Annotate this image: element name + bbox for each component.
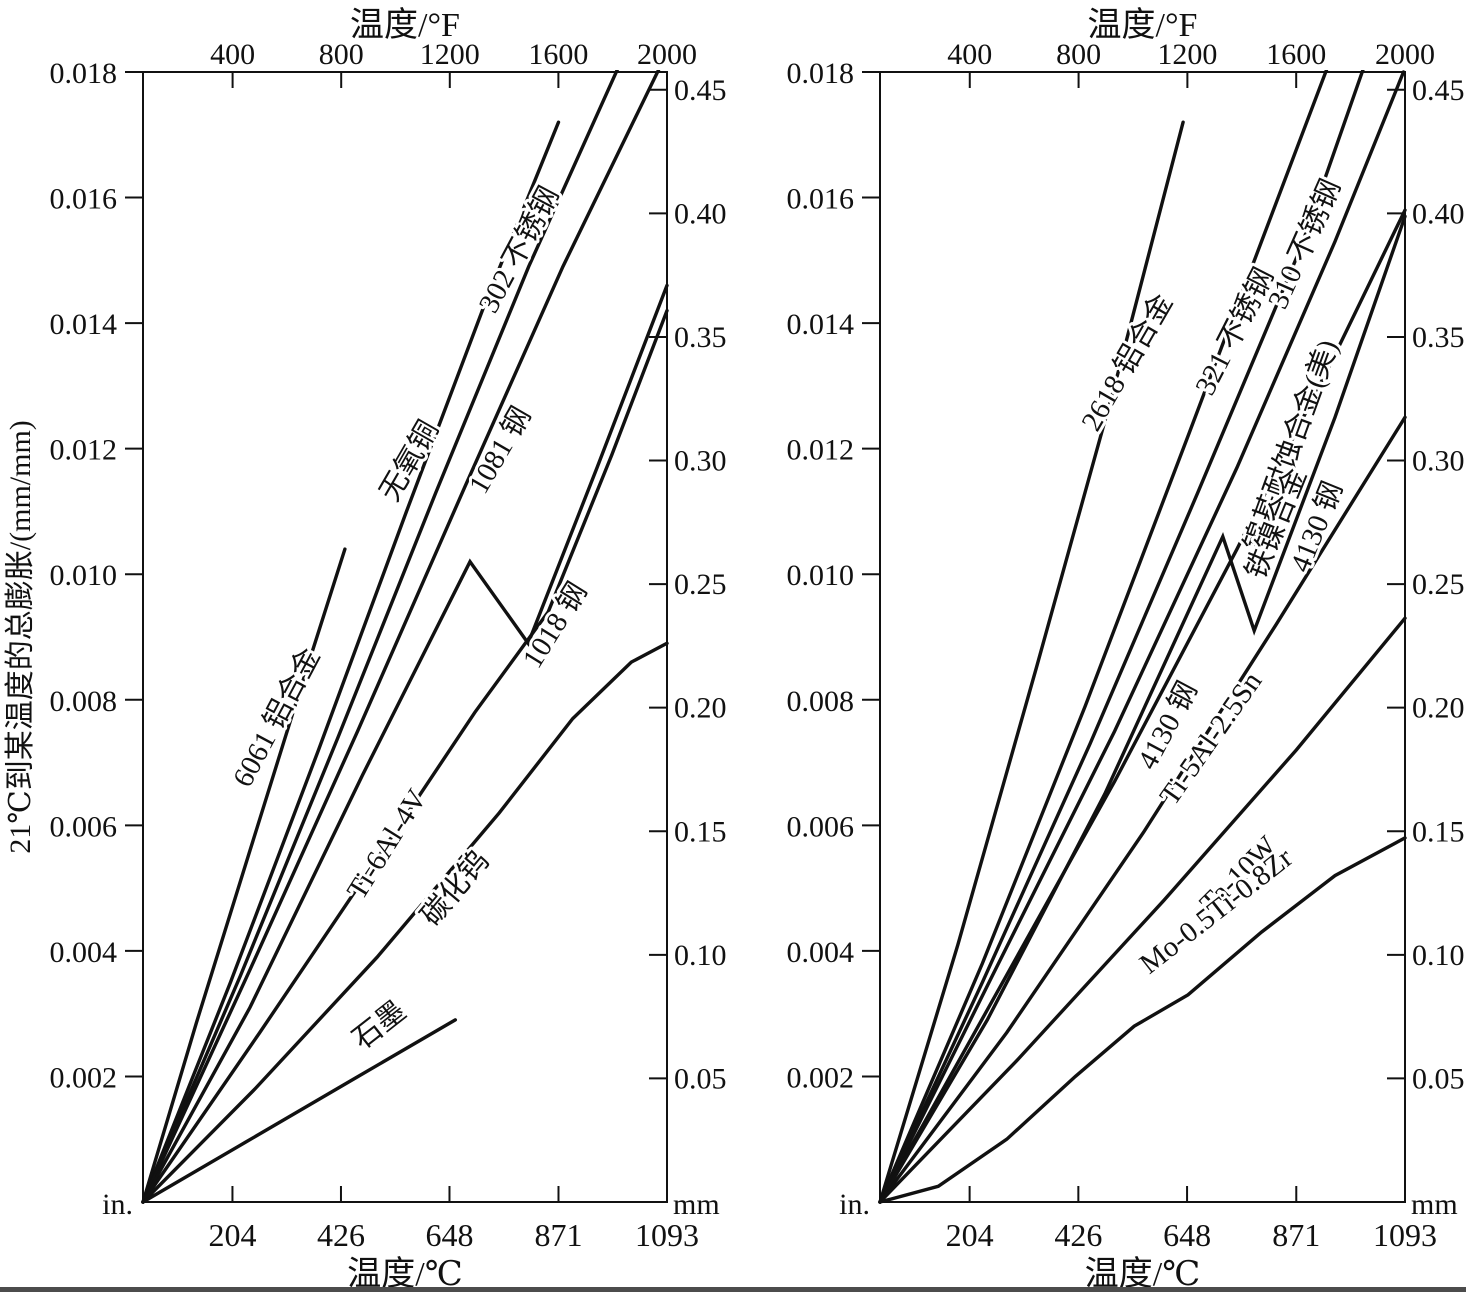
curve-ti-6al-4v <box>141 308 669 1204</box>
left-tick-label: 0.002 <box>787 1061 855 1094</box>
left-tick-label: 0.010 <box>787 559 855 592</box>
chart-right: 温度/°F 400 800 1200 1600 2000 204 426 648 871 1093 温… <box>787 6 1465 1293</box>
right-tick-label: 0.35 <box>674 321 727 354</box>
plot-frame <box>879 71 1406 1203</box>
bottom-tick-label: 204 <box>208 1217 256 1253</box>
bottom-tick-label: 1093 <box>1373 1217 1437 1253</box>
chart-left: 温度/°F 400 800 1200 1600 2000 204 426 648 871 1093 温… <box>4 6 727 1293</box>
curve-ti-5al-2.5sn <box>878 415 1407 1204</box>
right-axis-unit: mm <box>1411 1188 1458 1221</box>
left-tick-label: 0.014 <box>50 308 118 341</box>
left-tick-label: 0.006 <box>50 810 118 843</box>
right-tick-label: 0.05 <box>674 1062 727 1095</box>
curve-ofhc-cu <box>141 120 561 1204</box>
curve-310-ss <box>878 70 1365 1204</box>
curve-302-ss <box>141 70 620 1204</box>
curve-label-1081-steel: 1081 钢 <box>462 401 538 499</box>
curve-ni-base-alloy <box>878 70 1406 1204</box>
curves-group <box>141 70 669 1204</box>
top-tick-label: 1600 <box>1266 38 1326 71</box>
left-tick-label: 0.018 <box>50 57 118 90</box>
top-tick-label: 2000 <box>1375 38 1435 71</box>
right-tick-label: 0.20 <box>674 692 727 725</box>
left-tick-label: 0.004 <box>50 936 118 969</box>
right-tick-label: 0.45 <box>1412 74 1465 107</box>
curve-label-graphite: 石墨 <box>347 995 412 1056</box>
bottom-tick-label: 204 <box>946 1217 994 1253</box>
right-tick-label: 0.40 <box>1412 197 1465 230</box>
left-tick-label: 0.004 <box>787 936 855 969</box>
curve-321-ss <box>878 70 1329 1204</box>
bottom-tick-label: 871 <box>1272 1217 1320 1253</box>
bottom-tick-label: 426 <box>1054 1217 1102 1253</box>
right-tick-label: 0.10 <box>674 939 727 972</box>
curve-label-mo-0.5ti-0.8zr: Mo-0.5Ti-0.8Zr <box>1134 842 1299 981</box>
left-tick-label: 0.008 <box>787 685 855 718</box>
left-tick-label: 0.012 <box>787 434 855 467</box>
left-tick-label: 0.008 <box>50 685 118 718</box>
top-tick-label: 800 <box>1056 38 1101 71</box>
top-tick-label: 1200 <box>1157 38 1217 71</box>
right-tick-label: 0.25 <box>1412 568 1465 601</box>
left-tick-label: 0.006 <box>787 810 855 843</box>
left-tick-label: 0.012 <box>50 434 118 467</box>
right-tick-label: 0.40 <box>674 197 727 230</box>
curve-1018-steel <box>141 283 669 1204</box>
top-axis-title: 温度/°F <box>1088 6 1198 44</box>
y-axis-title: 21℃到某温度的总膨胀/(mm/mm) <box>4 420 37 854</box>
curves-group <box>878 70 1407 1204</box>
right-tick-label: 0.10 <box>1412 939 1465 972</box>
left-tick-label: 0.016 <box>50 183 118 216</box>
plot-frame <box>142 71 668 1203</box>
curve-label-2618-al: 2618 铝合金 <box>1075 288 1180 436</box>
curve-fe-ni-alloy <box>878 208 1407 1204</box>
right-tick-label: 0.30 <box>674 445 727 478</box>
left-axis-unit: in. <box>102 1188 133 1221</box>
top-tick-label: 1600 <box>528 38 588 71</box>
curve-wc <box>141 641 669 1204</box>
top-tick-label: 400 <box>947 38 992 71</box>
bottom-axis-title: 温度/℃ <box>1085 1255 1200 1292</box>
left-tick-label: 0.016 <box>787 183 855 216</box>
bottom-tick-label: 426 <box>317 1217 365 1253</box>
top-tick-label: 1200 <box>420 38 480 71</box>
right-tick-label: 0.25 <box>674 568 727 601</box>
left-tick-label: 0.018 <box>787 57 855 90</box>
left-tick-label: 0.014 <box>787 308 855 341</box>
curve-label-302-ss: 302 不锈钢 <box>472 181 566 318</box>
bottom-axis-title: 温度/℃ <box>347 1255 462 1292</box>
bottom-tick-label: 1093 <box>635 1217 699 1253</box>
top-tick-label: 800 <box>319 38 364 71</box>
curve-mo-0.5ti-0.8zr <box>878 836 1407 1204</box>
left-tick-label: 0.010 <box>50 559 118 592</box>
curve-graphite <box>141 1018 457 1204</box>
top-tick-label: 2000 <box>637 38 697 71</box>
top-tick-label: 400 <box>210 38 255 71</box>
curve-label-1018-steel: 1018 钢 <box>516 576 594 673</box>
top-axis-title: 温度/°F <box>350 6 460 44</box>
right-tick-label: 0.20 <box>1412 692 1465 725</box>
curve-1081-steel <box>141 70 661 1204</box>
curve-ta-10w <box>878 616 1407 1204</box>
scan-edge-artifact <box>0 1287 1466 1292</box>
right-tick-label: 0.30 <box>1412 445 1465 478</box>
right-tick-label: 0.15 <box>674 815 727 848</box>
bottom-tick-label: 871 <box>534 1217 582 1253</box>
right-tick-label: 0.15 <box>1412 815 1465 848</box>
left-tick-label: 0.002 <box>50 1061 118 1094</box>
right-tick-label: 0.05 <box>1412 1062 1465 1095</box>
right-axis-unit: mm <box>673 1188 720 1221</box>
curve-6061-al <box>141 547 347 1204</box>
right-tick-label: 0.35 <box>1412 321 1465 354</box>
curve-label-ti-6al-4v: Ti-6Al-4V <box>341 784 433 905</box>
curve-4130-steel <box>878 214 1407 1204</box>
curve-2618-al <box>878 120 1185 1204</box>
left-axis-unit: in. <box>839 1188 870 1221</box>
right-tick-label: 0.45 <box>674 74 727 107</box>
bottom-tick-label: 648 <box>1163 1217 1211 1253</box>
bottom-tick-label: 648 <box>425 1217 473 1253</box>
curve-label-wc: 碳化钨 <box>414 844 495 932</box>
